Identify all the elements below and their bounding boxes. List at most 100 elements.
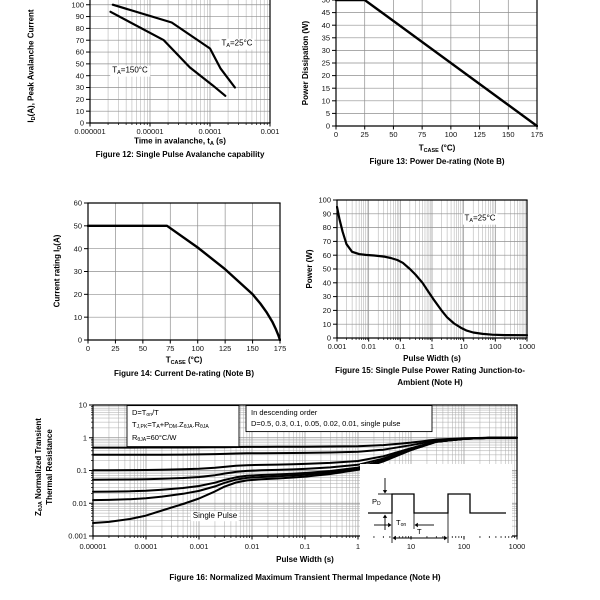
svg-text:175: 175 (274, 344, 287, 353)
fig16-formula-line2: TJ,PK=TA+PDM.ZθJA.RθJA (132, 420, 209, 431)
svg-text:60: 60 (76, 48, 84, 57)
svg-text:0: 0 (326, 122, 330, 131)
fig15-y-axis-label: Power (W) (305, 249, 315, 289)
fig16-y-axis-label: ZθJA Normalized Transient Thermal Resist… (34, 418, 54, 516)
svg-text:100: 100 (191, 344, 204, 353)
fig16-y-axis-label-line2: Thermal Resistance (44, 429, 54, 505)
svg-text:0.01: 0.01 (72, 499, 87, 508)
fig15-caption-line2: Ambient (Note H) (397, 378, 463, 388)
fig16-caption: Figure 16: Normalized Maximum Transient … (169, 573, 441, 583)
svg-text:25: 25 (111, 344, 119, 353)
svg-text:1000: 1000 (519, 342, 536, 351)
svg-text:20: 20 (323, 306, 331, 315)
svg-text:100: 100 (71, 0, 84, 9)
fig16-x-axis-label: Pulse Width (s) (276, 555, 334, 565)
svg-text:45: 45 (322, 8, 330, 17)
fig16-inset-pd-label: PD (372, 497, 381, 508)
svg-text:50: 50 (322, 0, 330, 5)
svg-text:20: 20 (76, 95, 84, 104)
fig13-y-axis-label: Power Dissipation (W) (301, 20, 311, 106)
svg-text:0.1: 0.1 (77, 466, 87, 475)
fig16-formula-line3: RθJA=60°C/W (132, 433, 177, 444)
fig12-curve-label-150c: TA=150°C (110, 65, 150, 77)
svg-text:15: 15 (322, 84, 330, 93)
svg-text:60: 60 (74, 199, 82, 208)
fig16-single-pulse-label: Single Pulse (190, 511, 240, 521)
svg-text:125: 125 (219, 344, 232, 353)
fig12-caption: Figure 12: Single Pulse Avalanche capabi… (95, 150, 265, 160)
fig16-legend-line1: In descending order (251, 408, 318, 417)
svg-text:0: 0 (327, 334, 331, 343)
fig12-x-axis-label: Time in avalanche, tA (s) (134, 136, 226, 147)
svg-text:50: 50 (76, 60, 84, 69)
svg-text:100: 100 (489, 342, 502, 351)
svg-text:0: 0 (80, 119, 84, 128)
svg-text:30: 30 (76, 83, 84, 92)
svg-text:50: 50 (323, 265, 331, 274)
svg-text:0.00001: 0.00001 (136, 127, 163, 136)
fig15-curve-label-25c: TA=25°C (462, 213, 498, 225)
fig12-curve-label-25c: TA=25°C (219, 38, 255, 50)
svg-text:10: 10 (460, 342, 468, 351)
svg-text:0: 0 (334, 130, 338, 139)
fig15-x-axis-label: Pulse Width (s) (403, 354, 461, 364)
svg-text:0.01: 0.01 (361, 342, 376, 351)
svg-text:75: 75 (166, 344, 174, 353)
svg-text:1: 1 (356, 542, 360, 551)
svg-text:100: 100 (318, 196, 331, 205)
svg-text:10: 10 (76, 107, 84, 116)
svg-text:0.001: 0.001 (190, 542, 209, 551)
svg-text:1000: 1000 (509, 542, 526, 551)
svg-text:40: 40 (74, 244, 82, 253)
svg-text:30: 30 (322, 46, 330, 55)
svg-text:0.001: 0.001 (261, 127, 280, 136)
svg-text:0.0001: 0.0001 (199, 127, 222, 136)
svg-text:20: 20 (74, 290, 82, 299)
svg-text:60: 60 (323, 251, 331, 260)
figure-15-plot: 0 10 20 30 40 50 60 70 80 90 100 0.001 0.01 0.1 1 10 100… (318, 196, 535, 351)
figure-13-plot: 0 5 10 15 20 25 30 35 40 45 50 0 25 50 75 100 125 150 175 (322, 0, 544, 139)
svg-text:35: 35 (322, 33, 330, 42)
fig14-y-axis-label: Current rating ID(A) (52, 234, 63, 308)
svg-text:10: 10 (322, 96, 330, 105)
svg-text:75: 75 (418, 130, 426, 139)
svg-text:90: 90 (76, 12, 84, 21)
fig14-caption: Figure 14: Current De-rating (Note B) (113, 369, 255, 379)
svg-text:100: 100 (458, 542, 471, 551)
fig16-inset-t-label: T (417, 527, 422, 536)
fig15-caption-line1: Figure 15: Single Pulse Power Rating Jun… (335, 366, 525, 376)
svg-text:0.01: 0.01 (245, 542, 260, 551)
svg-text:70: 70 (76, 36, 84, 45)
svg-text:90: 90 (323, 209, 331, 218)
svg-text:10: 10 (74, 313, 82, 322)
svg-text:10: 10 (407, 542, 415, 551)
svg-text:0.001: 0.001 (68, 532, 87, 541)
svg-text:0.0001: 0.0001 (135, 542, 158, 551)
fig16-formula-line1: D=Ton/T (132, 408, 159, 419)
fig16-y-axis-label-line1: ZθJA Normalized Transient (33, 418, 45, 516)
svg-text:25: 25 (361, 130, 369, 139)
svg-text:10: 10 (323, 320, 331, 329)
svg-text:80: 80 (76, 24, 84, 33)
svg-text:1: 1 (83, 433, 87, 442)
svg-text:100: 100 (445, 130, 458, 139)
svg-text:0.00001: 0.00001 (79, 542, 106, 551)
svg-text:40: 40 (323, 278, 331, 287)
figure-14-plot: 0 10 20 30 40 50 60 0 25 50 75 100 125 150 175 (74, 199, 287, 353)
svg-text:0: 0 (86, 344, 90, 353)
svg-text:80: 80 (323, 223, 331, 232)
svg-text:175: 175 (531, 130, 544, 139)
fig13-x-axis-label: TCASE (°C) (418, 143, 456, 154)
svg-text:30: 30 (323, 292, 331, 301)
svg-text:50: 50 (74, 221, 82, 230)
svg-text:70: 70 (323, 237, 331, 246)
svg-text:50: 50 (389, 130, 397, 139)
svg-text:0: 0 (78, 336, 82, 345)
figure-12-plot: 0 10 20 30 40 50 60 70 80 90 100 0.000001 0.00001 0.0… (71, 0, 279, 136)
svg-text:25: 25 (322, 59, 330, 68)
svg-text:5: 5 (326, 109, 330, 118)
svg-text:20: 20 (322, 71, 330, 80)
svg-text:0.001: 0.001 (328, 342, 347, 351)
